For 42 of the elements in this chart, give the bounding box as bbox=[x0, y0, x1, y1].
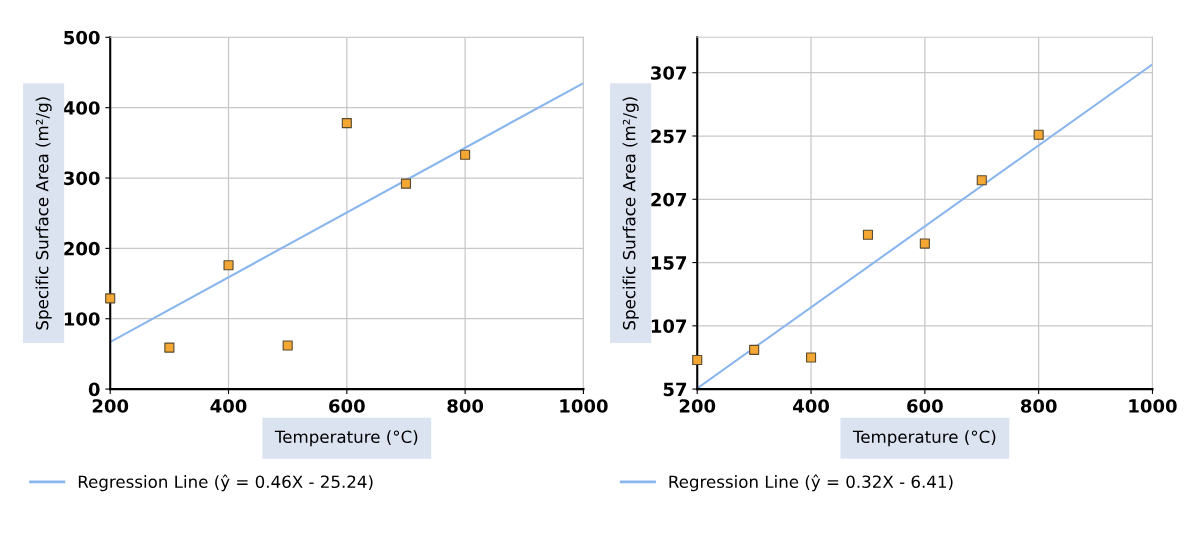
point bbox=[919, 238, 930, 249]
y-tick-label: 400 bbox=[63, 101, 100, 115]
y-tick-label: 107 bbox=[651, 319, 687, 333]
y-tick-label: 307 bbox=[651, 66, 687, 80]
x-tick-label: 400 bbox=[793, 399, 830, 413]
point bbox=[400, 178, 412, 189]
x-tick-label: 600 bbox=[907, 399, 943, 413]
y-tick-label: 0 bbox=[88, 382, 100, 397]
point bbox=[341, 118, 352, 129]
point bbox=[282, 340, 293, 351]
y-axis-title: Specific Surface Area (m²/g) bbox=[35, 97, 52, 330]
x-axis-title: Temperature (°C) bbox=[274, 430, 418, 447]
point bbox=[223, 260, 234, 271]
point bbox=[460, 149, 471, 160]
point bbox=[1033, 129, 1044, 140]
legend-label: Regression Line (ŷ = 0.32X - 6.41) bbox=[669, 474, 953, 492]
x-tick-label: 600 bbox=[329, 399, 365, 413]
x-tick-label: 400 bbox=[210, 399, 247, 413]
y-tick-label: 57 bbox=[663, 382, 687, 397]
x-tick-label: 1000 bbox=[1129, 399, 1177, 413]
y-tick-label: 157 bbox=[651, 256, 687, 270]
legend-label: Regression Line (ŷ = 0.46X - 25.24) bbox=[78, 474, 373, 492]
point bbox=[862, 229, 874, 240]
y-tick-label: 200 bbox=[64, 241, 100, 256]
point bbox=[749, 344, 760, 355]
y-tick-label: 207 bbox=[651, 192, 687, 207]
y-tick-label: 300 bbox=[64, 171, 100, 186]
y-tick-label: 257 bbox=[651, 129, 687, 144]
x-tick-label: 200 bbox=[92, 399, 129, 413]
point bbox=[105, 293, 116, 304]
y-axis-title: Specific Surface Area (m²/g) bbox=[622, 97, 639, 330]
point bbox=[164, 342, 175, 353]
y-tick-label: 100 bbox=[64, 312, 100, 326]
point bbox=[805, 352, 817, 363]
x-tick-label: 1000 bbox=[560, 399, 608, 413]
x-tick-label: 200 bbox=[679, 399, 716, 413]
y-tick-label: 500 bbox=[64, 30, 100, 45]
x-tick-label: 800 bbox=[447, 399, 484, 413]
x-tick-label: 800 bbox=[1020, 399, 1057, 413]
x-axis-title: Temperature (°C) bbox=[852, 430, 996, 447]
point bbox=[692, 354, 703, 366]
point bbox=[976, 175, 987, 186]
